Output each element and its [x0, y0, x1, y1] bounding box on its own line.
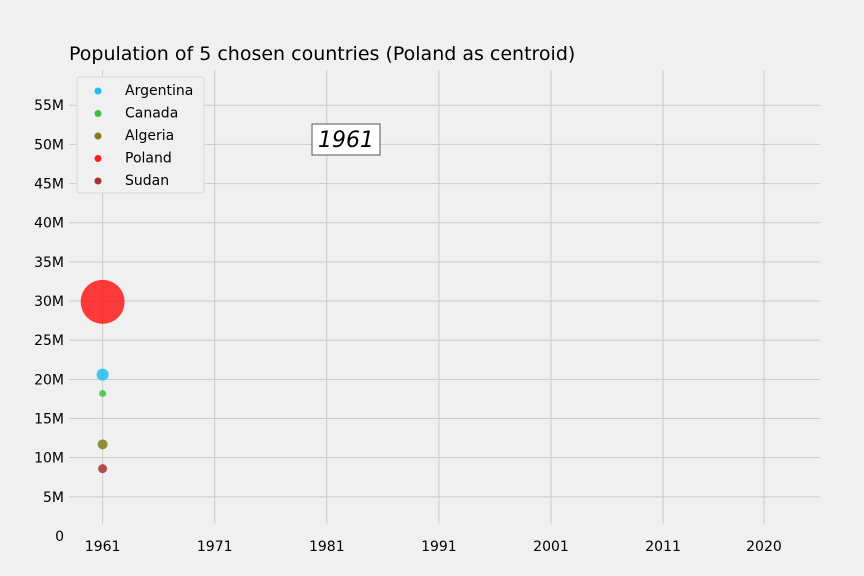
year-annotation-box: [311, 123, 381, 156]
point-algeria: [97, 439, 108, 450]
year-annotation-text: 1961: [318, 128, 374, 153]
y-tick-label: 35M: [34, 255, 64, 271]
y-tick-label: 15M: [34, 412, 64, 428]
point-argentina: [96, 368, 109, 381]
tick-layer: 0 5M 10M 15M 20M 25M 30M 35M 40M 45M 50M 55M 1961 197…: [34, 98, 782, 555]
legend-label-argentina: Argentina: [125, 83, 193, 99]
y-tick-label: 5M: [43, 490, 64, 506]
point-poland: [80, 279, 125, 324]
y-tick-label: 50M: [34, 137, 64, 153]
legend-items: Argentina Canada Algeria Poland Sudan: [94, 83, 193, 189]
x-tick-label: 2011: [645, 539, 681, 555]
legend-label-poland: Poland: [125, 151, 172, 167]
x-tick-label: 2020: [746, 539, 782, 555]
point-sudan: [98, 464, 108, 474]
legend-marker-canada: [94, 110, 102, 117]
y-tick-label: 0: [55, 529, 64, 545]
legend-label-canada: Canada: [125, 106, 178, 122]
legend-marker-algeria: [94, 132, 102, 140]
x-tick-label: 2001: [533, 539, 569, 555]
legend-box: [76, 76, 205, 194]
legend-marker-poland: [94, 155, 102, 162]
y-tick-label: 55M: [34, 98, 64, 114]
y-tick-label: 25M: [34, 333, 64, 349]
y-tick-label: 20M: [34, 372, 64, 388]
y-tick-label: 40M: [34, 216, 64, 232]
chart-title: Population of 5 chosen countries (Poland…: [69, 43, 575, 65]
y-tick-label: 45M: [34, 177, 64, 193]
x-tick-label: 1981: [309, 539, 345, 555]
x-tick-label: 1971: [197, 539, 233, 555]
legend: Argentina Canada Algeria Poland Sudan: [76, 76, 205, 194]
y-tick-label: 30M: [34, 294, 64, 310]
legend-label-algeria: Algeria: [125, 128, 174, 144]
legend-label-sudan: Sudan: [125, 173, 169, 189]
legend-marker-argentina: [94, 87, 102, 95]
point-layer: [80, 279, 125, 474]
year-annotation: 1961: [311, 123, 381, 156]
x-tick-label: 1961: [85, 539, 121, 555]
x-tick-label: 1991: [421, 539, 457, 555]
point-canada: [99, 389, 107, 397]
y-tick-label: 10M: [34, 451, 64, 467]
legend-marker-sudan: [94, 177, 102, 185]
